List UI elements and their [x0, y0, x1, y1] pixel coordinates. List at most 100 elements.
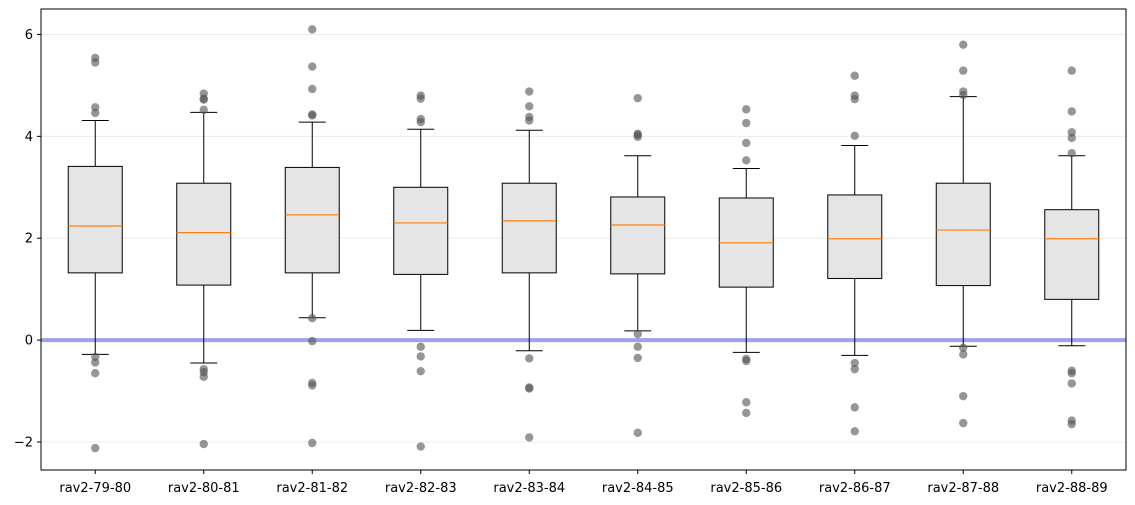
outlier-point	[959, 350, 968, 359]
outlier-point	[199, 95, 208, 104]
outlier-point	[308, 62, 317, 71]
outlier-point	[91, 443, 100, 453]
x-tick-label: rav2-80-81	[168, 481, 240, 496]
outlier-point	[308, 25, 317, 34]
outlier-point	[308, 111, 317, 120]
box-group	[827, 145, 883, 356]
outlier-point	[1067, 133, 1076, 143]
outlier-point	[91, 369, 100, 378]
plot-frame	[40, 8, 1127, 471]
outlier-point	[525, 384, 534, 393]
box-group	[718, 167, 774, 353]
outlier-point	[633, 342, 642, 351]
outlier-point	[525, 116, 534, 125]
x-tick-label: rav2-81-82	[276, 481, 348, 496]
outlier-point	[850, 71, 859, 80]
outlier-point	[850, 131, 859, 141]
x-tick-label: rav2-88-89	[1036, 481, 1108, 496]
box-group	[176, 111, 232, 364]
outlier-point	[742, 398, 751, 407]
outlier-point	[959, 343, 968, 352]
iqr-box	[501, 182, 557, 274]
outlier-point	[308, 84, 317, 94]
outlier-point	[742, 156, 751, 165]
boxes-layer	[67, 96, 1100, 364]
box-group	[67, 120, 123, 355]
iqr-box	[176, 182, 232, 286]
outlier-point	[633, 329, 642, 339]
box-group	[935, 96, 991, 347]
iqr-box	[393, 186, 449, 275]
box-group	[1044, 155, 1100, 347]
x-tick-label: rav2-87-88	[927, 481, 999, 496]
outliers-layer	[91, 25, 1076, 453]
outlier-point	[742, 408, 751, 418]
outlier-point	[633, 428, 642, 438]
outlier-point	[525, 433, 534, 442]
outlier-point	[525, 102, 534, 111]
box-group	[284, 121, 340, 319]
y-tick-label: 6	[25, 28, 33, 43]
iqr-box	[610, 196, 666, 275]
outlier-point	[91, 58, 100, 67]
outlier-point	[633, 353, 642, 363]
x-tick-label: rav2-83-84	[493, 481, 565, 496]
outlier-point	[742, 118, 751, 128]
outlier-point	[742, 356, 751, 366]
iqr-box	[284, 166, 340, 274]
outlier-point	[416, 117, 425, 127]
outlier-point	[525, 87, 534, 96]
outlier-point	[91, 108, 100, 118]
outlier-point	[525, 354, 534, 363]
outlier-point	[416, 342, 425, 351]
y-tick-label: 0	[25, 334, 33, 349]
outlier-point	[1067, 369, 1076, 378]
x-axis: rav2-79-80 rav2-80-81 rav2-81-82 rav2-82-83…	[59, 470, 1108, 496]
iqr-box	[67, 165, 123, 274]
iqr-box	[827, 194, 883, 279]
y-tick-label: 2	[25, 232, 33, 247]
outlier-point	[416, 442, 425, 451]
outlier-point	[416, 352, 425, 361]
outlier-point	[308, 336, 317, 346]
outlier-point	[91, 358, 100, 367]
y-tick-label: 4	[25, 130, 33, 145]
outlier-point	[633, 132, 642, 142]
x-tick-label: rav2-86-87	[819, 481, 891, 496]
y-axis: −2 0 2 4 6	[14, 28, 41, 450]
outlier-point	[850, 94, 859, 104]
outlier-point	[416, 94, 425, 103]
iqr-box	[1044, 209, 1100, 300]
outlier-point	[742, 105, 751, 114]
box-group	[393, 128, 449, 331]
outlier-point	[199, 105, 208, 115]
outlier-point	[1067, 379, 1076, 388]
outlier-point	[199, 372, 208, 381]
y-tick-label: −2	[14, 435, 33, 450]
outlier-point	[199, 439, 208, 449]
outlier-point	[959, 391, 968, 401]
outlier-point	[308, 438, 317, 448]
outlier-point	[959, 66, 968, 75]
iqr-box	[935, 182, 991, 287]
x-tick-label: rav2-84-85	[602, 481, 674, 496]
outlier-point	[959, 90, 968, 100]
outlier-point	[308, 314, 317, 323]
outlier-point	[308, 381, 317, 390]
box-group	[501, 129, 557, 352]
outlier-point	[1067, 419, 1076, 429]
outlier-point	[850, 364, 859, 374]
box-group	[610, 155, 666, 332]
outlier-point	[633, 93, 642, 103]
outlier-point	[959, 418, 968, 428]
outlier-point	[1067, 148, 1076, 158]
outlier-point	[1067, 66, 1076, 75]
outlier-point	[742, 138, 751, 148]
x-tick-label: rav2-85-86	[710, 481, 782, 496]
outlier-point	[1067, 107, 1076, 116]
x-tick-label: rav2-82-83	[385, 481, 457, 496]
outlier-point	[850, 403, 859, 412]
outlier-point	[850, 358, 859, 368]
outlier-point	[959, 40, 968, 49]
